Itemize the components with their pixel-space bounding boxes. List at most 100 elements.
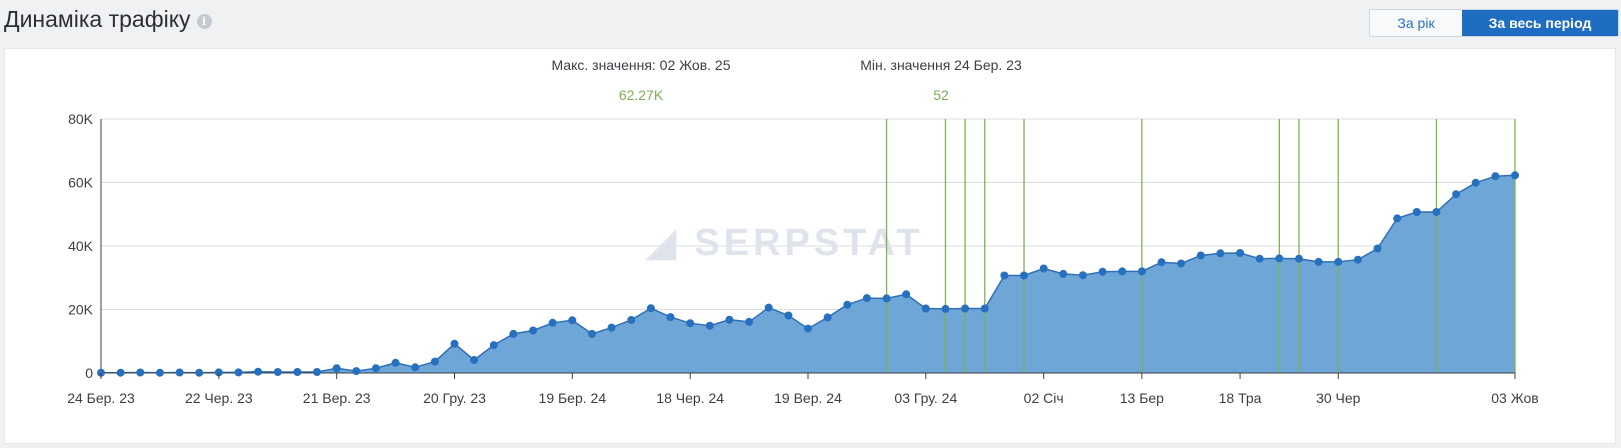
y-tick-label: 0 <box>85 365 93 381</box>
period-toggle: За рік За весь період <box>1369 9 1619 37</box>
y-tick-label: 40K <box>68 238 94 254</box>
data-point <box>175 368 184 377</box>
data-point <box>823 313 832 322</box>
x-tick-label: 19 Вер. 24 <box>774 390 842 406</box>
data-point <box>568 316 577 325</box>
data-point <box>97 368 105 377</box>
data-point <box>804 324 812 333</box>
data-point <box>1118 267 1127 276</box>
x-tick-label: 13 Бер <box>1120 390 1164 406</box>
x-tick-label: 22 Чер. 23 <box>185 390 253 406</box>
title-text: Динаміка трафіку <box>4 6 191 32</box>
info-icon[interactable]: i <box>196 13 212 29</box>
data-point <box>332 364 341 373</box>
max-stat: Макс. значення: 02 Жов. 25 62.27K <box>541 57 741 103</box>
data-point <box>1295 254 1303 263</box>
x-tick-label: 03 Жов <box>1491 390 1538 406</box>
period-all-button[interactable]: За весь період <box>1462 10 1618 36</box>
data-point <box>430 357 439 366</box>
data-point <box>1491 172 1500 181</box>
y-tick-label: 60K <box>68 175 94 191</box>
data-point <box>764 303 773 312</box>
x-tick-label: 24 Бер. 23 <box>67 390 135 406</box>
data-point <box>293 368 302 376</box>
max-stat-value: 62.27K <box>618 87 664 103</box>
min-stat: Мін. значення 24 Бер. 23 52 <box>841 57 1041 103</box>
data-point <box>1275 254 1284 263</box>
data-point <box>1393 214 1402 223</box>
x-tick-label: 18 Тра <box>1219 390 1262 406</box>
data-point <box>136 368 145 377</box>
data-point <box>686 319 695 328</box>
data-point <box>155 368 164 377</box>
min-stat-label: Мін. значення 24 Бер. 23 <box>860 57 1022 73</box>
data-point <box>921 304 930 313</box>
data-point <box>980 304 989 313</box>
chart-header: Динаміка трафіку i За рік За весь період <box>0 0 1621 46</box>
data-point <box>1373 244 1382 253</box>
data-point <box>862 294 871 303</box>
data-point <box>843 300 852 309</box>
data-point <box>941 304 950 313</box>
data-point <box>411 363 420 372</box>
data-point <box>450 339 459 348</box>
data-point <box>1255 254 1264 263</box>
data-point <box>725 315 734 324</box>
data-point <box>1196 251 1205 260</box>
max-stat-label: Макс. значення: 02 Жов. 25 <box>551 57 731 73</box>
traffic-chart: 0 20K 40K 60K 80K ◢ SERPSTAT 24 Бер. 23 22 Чер.… <box>67 111 1539 406</box>
data-point <box>509 329 518 338</box>
x-tick-label: 20 Гру. 23 <box>423 390 486 406</box>
data-point <box>273 368 282 376</box>
data-point <box>1157 258 1166 267</box>
data-point <box>745 317 754 326</box>
x-tick-label: 30 Чер <box>1316 390 1361 406</box>
data-point <box>902 290 911 299</box>
data-point <box>1098 267 1107 276</box>
period-year-button[interactable]: За рік <box>1370 10 1462 36</box>
data-point <box>254 367 263 376</box>
data-point <box>195 368 204 377</box>
page-title: Динаміка трафіку i <box>4 6 212 33</box>
data-point <box>1236 249 1245 257</box>
data-point <box>1471 178 1480 187</box>
x-tick-label: 19 Бер. 24 <box>539 390 607 406</box>
data-point <box>234 368 243 377</box>
data-point <box>646 304 655 313</box>
data-point <box>1078 271 1087 280</box>
traffic-chart-panel: Макс. значення: 02 Жов. 25 62.27K Мін. з… <box>4 48 1616 444</box>
data-point <box>1216 249 1225 258</box>
data-point <box>1177 259 1186 268</box>
data-point <box>666 313 675 322</box>
data-point <box>588 329 596 338</box>
data-point <box>313 368 321 376</box>
data-point <box>627 316 636 324</box>
data-point <box>784 311 793 320</box>
x-tick-label: 21 Вер. 23 <box>303 390 371 406</box>
data-point <box>391 358 400 367</box>
data-point <box>1039 264 1048 273</box>
data-point <box>1059 269 1068 278</box>
data-point <box>529 326 538 335</box>
data-point <box>1000 271 1009 280</box>
data-point <box>1137 267 1146 276</box>
data-point <box>705 321 714 330</box>
watermark-logo: ◢ SERPSTAT <box>645 222 924 264</box>
data-point <box>214 368 223 377</box>
data-point <box>1432 208 1441 216</box>
data-point <box>1452 190 1461 199</box>
x-tick-label: 18 Чер. 24 <box>656 390 724 406</box>
data-point <box>961 304 970 313</box>
data-point <box>352 367 361 376</box>
min-stat-value: 52 <box>933 87 949 103</box>
data-point <box>882 294 891 303</box>
y-tick-label: 20K <box>68 302 94 318</box>
data-point <box>607 323 616 332</box>
data-point <box>1314 257 1323 266</box>
x-tick-label: 03 Гру. 24 <box>894 390 957 406</box>
traffic-area <box>101 175 1515 373</box>
data-point <box>1353 255 1362 264</box>
data-point <box>1511 171 1519 180</box>
data-point <box>1334 257 1343 266</box>
data-point <box>116 368 125 377</box>
